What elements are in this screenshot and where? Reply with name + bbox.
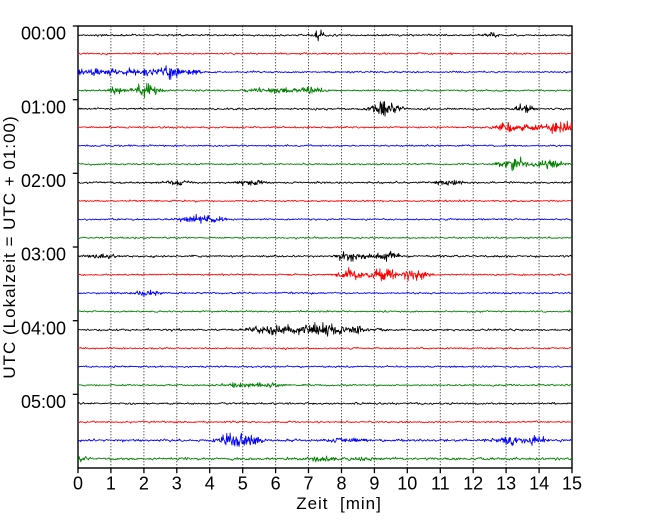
svg-text:14: 14 [529, 474, 549, 494]
svg-text:8: 8 [336, 474, 346, 494]
svg-text:02:00: 02:00 [21, 171, 66, 191]
svg-text:6: 6 [271, 474, 281, 494]
svg-text:10: 10 [397, 474, 417, 494]
svg-text:15: 15 [562, 474, 582, 494]
svg-text:5: 5 [238, 474, 248, 494]
svg-text:11: 11 [431, 474, 450, 494]
svg-text:7: 7 [303, 474, 313, 494]
svg-text:0: 0 [73, 474, 83, 494]
svg-text:13: 13 [496, 474, 516, 494]
svg-text:04:00: 04:00 [21, 318, 66, 338]
svg-text:03:00: 03:00 [21, 245, 66, 265]
svg-text:05:00: 05:00 [21, 392, 66, 412]
svg-text:9: 9 [369, 474, 379, 494]
svg-text:1: 1 [106, 474, 116, 494]
svg-text:4: 4 [205, 474, 215, 494]
svg-text:UTC (Lokalzeit = UTC + 01:00): UTC (Lokalzeit = UTC + 01:00) [0, 115, 19, 378]
svg-text:01:00: 01:00 [21, 97, 66, 117]
svg-text:2: 2 [139, 474, 149, 494]
svg-text:Zeit [min]: Zeit [min] [296, 494, 382, 513]
svg-text:3: 3 [172, 474, 182, 494]
svg-text:12: 12 [463, 474, 483, 494]
svg-text:00:00: 00:00 [21, 24, 66, 44]
